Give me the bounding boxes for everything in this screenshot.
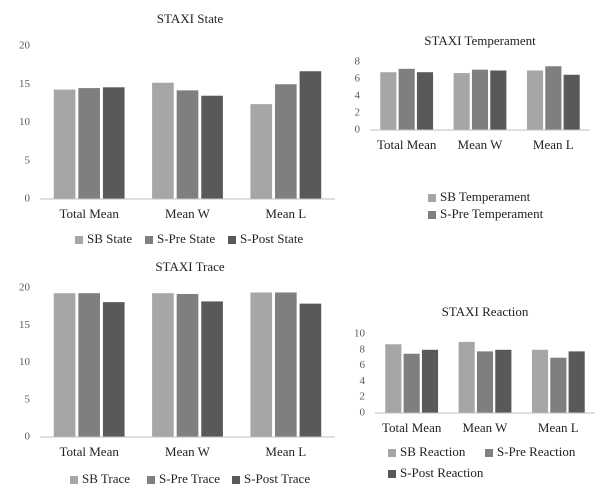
chart-title: STAXI State	[157, 11, 224, 26]
x-tick-label: Mean L	[538, 420, 579, 435]
legend-swatch	[428, 194, 436, 202]
x-tick-label: Mean W	[463, 420, 509, 435]
bar	[152, 82, 174, 199]
bar	[563, 74, 580, 130]
bar	[403, 353, 420, 413]
bar	[545, 66, 562, 130]
legend-label: S-Pre Trace	[159, 471, 220, 486]
bar	[78, 293, 100, 437]
legend-swatch	[147, 476, 155, 484]
y-tick-label: 10	[19, 356, 31, 368]
legend-label: S-Pre State	[157, 231, 215, 246]
bar	[398, 68, 415, 130]
legend-label: S-Post Reaction	[400, 465, 484, 480]
bar	[250, 292, 273, 437]
y-tick-label: 2	[360, 391, 366, 403]
bar	[152, 293, 174, 437]
legend-swatch	[388, 449, 396, 457]
x-tick-label: Total Mean	[377, 137, 437, 152]
bar	[176, 293, 199, 437]
bar	[299, 303, 322, 437]
bar	[421, 349, 439, 413]
legend-label: SB State	[87, 231, 132, 246]
y-tick-label: 15	[19, 319, 31, 331]
chart-title: STAXI Temperament	[424, 33, 536, 48]
legend-swatch	[75, 236, 83, 244]
y-tick-label: 8	[360, 343, 366, 355]
legend-swatch	[145, 236, 153, 244]
bar	[550, 357, 567, 413]
y-tick-label: 8	[355, 56, 361, 68]
chart-title: STAXI Trace	[155, 259, 225, 274]
x-tick-label: Mean W	[165, 206, 211, 221]
bar	[53, 293, 76, 437]
x-tick-label: Total Mean	[382, 420, 442, 435]
x-tick-label: Mean W	[165, 444, 211, 459]
bar	[453, 73, 470, 130]
bar	[416, 72, 434, 130]
x-tick-label: Total Mean	[59, 206, 119, 221]
legend-label: SB Temperament	[440, 189, 531, 204]
y-tick-label: 0	[355, 124, 361, 136]
legend-label: SB Trace	[82, 471, 130, 486]
bar	[176, 90, 199, 199]
legend-label: S-Post State	[240, 231, 303, 246]
y-tick-label: 6	[360, 359, 366, 371]
legend-label: SB Reaction	[400, 444, 466, 459]
y-tick-label: 4	[355, 90, 361, 102]
bar	[78, 88, 100, 199]
bar	[53, 89, 76, 199]
x-tick-label: Mean L	[265, 444, 306, 459]
bar	[476, 351, 494, 413]
y-tick-label: 2	[355, 107, 361, 119]
bar	[102, 302, 125, 437]
legend-swatch	[428, 211, 436, 219]
y-tick-label: 20	[19, 282, 31, 294]
legend-swatch	[228, 236, 236, 244]
bar	[299, 71, 322, 199]
legend-label: S-Post Trace	[244, 471, 310, 486]
bar	[526, 70, 544, 130]
bar	[102, 87, 125, 199]
y-tick-label: 15	[19, 78, 31, 90]
y-tick-label: 10	[354, 328, 366, 340]
y-tick-label: 0	[25, 431, 31, 443]
x-tick-label: Total Mean	[59, 444, 119, 459]
y-tick-label: 0	[360, 407, 366, 419]
y-tick-label: 4	[360, 375, 366, 387]
legend-swatch	[485, 449, 493, 457]
bar	[380, 72, 397, 130]
bar	[495, 349, 512, 413]
bar	[385, 344, 402, 413]
legend-swatch	[70, 476, 78, 484]
bar	[201, 301, 223, 437]
bar	[250, 104, 273, 199]
y-tick-label: 10	[19, 116, 31, 128]
y-tick-label: 5	[25, 393, 31, 405]
y-tick-label: 0	[25, 193, 31, 205]
y-tick-label: 6	[355, 73, 361, 85]
legend-swatch	[388, 470, 396, 478]
y-tick-label: 20	[19, 40, 31, 52]
bar	[490, 70, 507, 130]
legend-label: S-Pre Reaction	[497, 444, 576, 459]
bar	[275, 84, 297, 199]
y-tick-label: 5	[25, 154, 31, 166]
legend-label: S-Pre Temperament	[440, 206, 544, 221]
legend-swatch	[232, 476, 240, 484]
bar	[201, 95, 223, 199]
x-tick-label: Mean L	[533, 137, 574, 152]
chart-title: STAXI Reaction	[442, 304, 529, 319]
x-tick-label: Mean W	[458, 137, 504, 152]
bar	[471, 69, 489, 130]
bar	[275, 292, 297, 437]
bar	[568, 351, 585, 413]
bar	[458, 341, 475, 413]
bar	[531, 349, 549, 413]
x-tick-label: Mean L	[265, 206, 306, 221]
